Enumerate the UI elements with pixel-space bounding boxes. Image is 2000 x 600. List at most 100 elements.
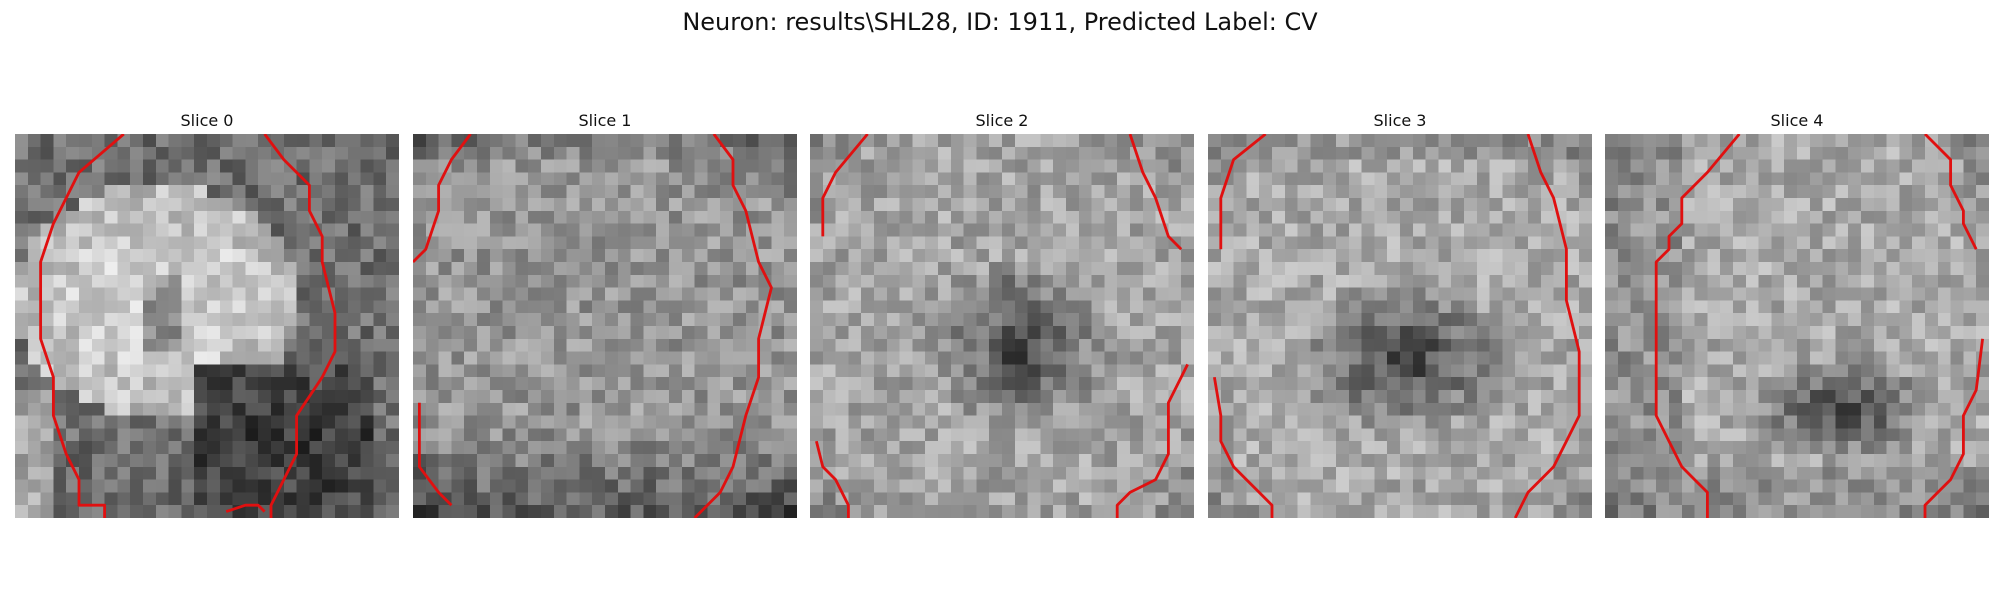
- image-pixel: [1784, 146, 1798, 160]
- image-pixel: [925, 146, 939, 160]
- image-pixel: [1669, 262, 1683, 276]
- image-pixel: [1809, 377, 1823, 391]
- image-pixel: [950, 364, 964, 378]
- image-pixel: [1630, 313, 1644, 327]
- image-pixel: [1348, 338, 1362, 352]
- image-pixel: [271, 198, 285, 212]
- image-pixel: [1489, 185, 1503, 199]
- image-pixel: [1053, 287, 1067, 301]
- image-pixel: [1502, 505, 1516, 518]
- image-pixel: [1091, 236, 1105, 250]
- image-pixel: [1899, 338, 1913, 352]
- image-pixel: [733, 172, 747, 186]
- image-pixel: [1937, 402, 1951, 416]
- image-pixel: [245, 210, 259, 224]
- image-pixel: [579, 454, 593, 468]
- image-pixel: [1130, 402, 1144, 416]
- image-pixel: [27, 223, 41, 237]
- image-pixel: [1515, 441, 1529, 455]
- image-pixel: [66, 377, 80, 391]
- image-pixel: [1745, 287, 1759, 301]
- image-pixel: [168, 492, 182, 506]
- image-pixel: [1899, 454, 1913, 468]
- image-pixel: [425, 287, 439, 301]
- image-pixel: [592, 159, 606, 173]
- image-pixel: [360, 134, 374, 148]
- image-pixel: [541, 134, 555, 148]
- image-pixel: [40, 300, 54, 314]
- image-pixel: [989, 185, 1003, 199]
- image-pixel: [181, 313, 195, 327]
- image-pixel: [1540, 492, 1554, 506]
- image-pixel: [1912, 313, 1926, 327]
- image-pixel: [1758, 466, 1772, 480]
- image-pixel: [219, 198, 233, 212]
- image-pixel: [91, 441, 105, 455]
- image-pixel: [194, 274, 208, 288]
- image-pixel: [1745, 262, 1759, 276]
- image-pixel: [1348, 159, 1362, 173]
- image-pixel: [1310, 454, 1324, 468]
- image-pixel: [1297, 428, 1311, 442]
- image-pixel: [771, 249, 785, 263]
- image-pixel: [1886, 377, 1900, 391]
- image-pixel: [1835, 134, 1849, 148]
- image-pixel: [1220, 146, 1234, 160]
- image-pixel: [1181, 428, 1194, 442]
- image-pixel: [1284, 172, 1298, 186]
- image-pixel: [1387, 134, 1401, 148]
- image-pixel: [219, 390, 233, 404]
- image-pixel: [1400, 249, 1414, 263]
- image-pixel: [1643, 198, 1657, 212]
- image-pixel: [1027, 415, 1041, 429]
- image-pixel: [1976, 492, 1989, 506]
- image-pixel: [502, 415, 516, 429]
- image-pixel: [784, 505, 797, 518]
- image-pixel: [1835, 146, 1849, 160]
- image-pixel: [1387, 262, 1401, 276]
- image-pixel: [1925, 428, 1939, 442]
- image-pixel: [477, 377, 491, 391]
- image-pixel: [53, 134, 67, 148]
- image-pixel: [707, 146, 721, 160]
- image-pixel: [1669, 198, 1683, 212]
- image-pixel: [1835, 236, 1849, 250]
- image-pixel: [1155, 159, 1169, 173]
- image-pixel: [1758, 300, 1772, 314]
- image-pixel: [976, 479, 990, 493]
- image-pixel: [784, 441, 797, 455]
- image-pixel: [605, 249, 619, 263]
- image-pixel: [1771, 236, 1785, 250]
- image-pixel: [1438, 236, 1452, 250]
- image-pixel: [1142, 454, 1156, 468]
- image-pixel: [373, 326, 387, 340]
- image-pixel: [541, 351, 555, 365]
- image-pixel: [1091, 313, 1105, 327]
- image-pixel: [1053, 262, 1067, 276]
- image-pixel: [1861, 223, 1875, 237]
- image-pixel: [1873, 159, 1887, 173]
- image-pixel: [1912, 351, 1926, 365]
- image-pixel: [1745, 479, 1759, 493]
- image-pixel: [1284, 441, 1298, 455]
- image-pixel: [207, 351, 221, 365]
- image-pixel: [1848, 146, 1862, 160]
- image-pixel: [335, 492, 349, 506]
- image-pixel: [1899, 505, 1913, 518]
- image-pixel: [810, 326, 824, 340]
- image-pixel: [1002, 172, 1016, 186]
- image-pixel: [1361, 466, 1375, 480]
- image-pixel: [155, 466, 169, 480]
- image-pixel: [489, 505, 503, 518]
- image-pixel: [1181, 287, 1194, 301]
- image-pixel: [347, 159, 361, 173]
- image-pixel: [1014, 326, 1028, 340]
- image-pixel: [489, 210, 503, 224]
- image-pixel: [617, 415, 631, 429]
- image-pixel: [53, 172, 67, 186]
- image-pixel: [1246, 505, 1260, 518]
- image-pixel: [413, 492, 427, 506]
- image-pixel: [1502, 479, 1516, 493]
- image-pixel: [874, 492, 888, 506]
- image-pixel: [874, 172, 888, 186]
